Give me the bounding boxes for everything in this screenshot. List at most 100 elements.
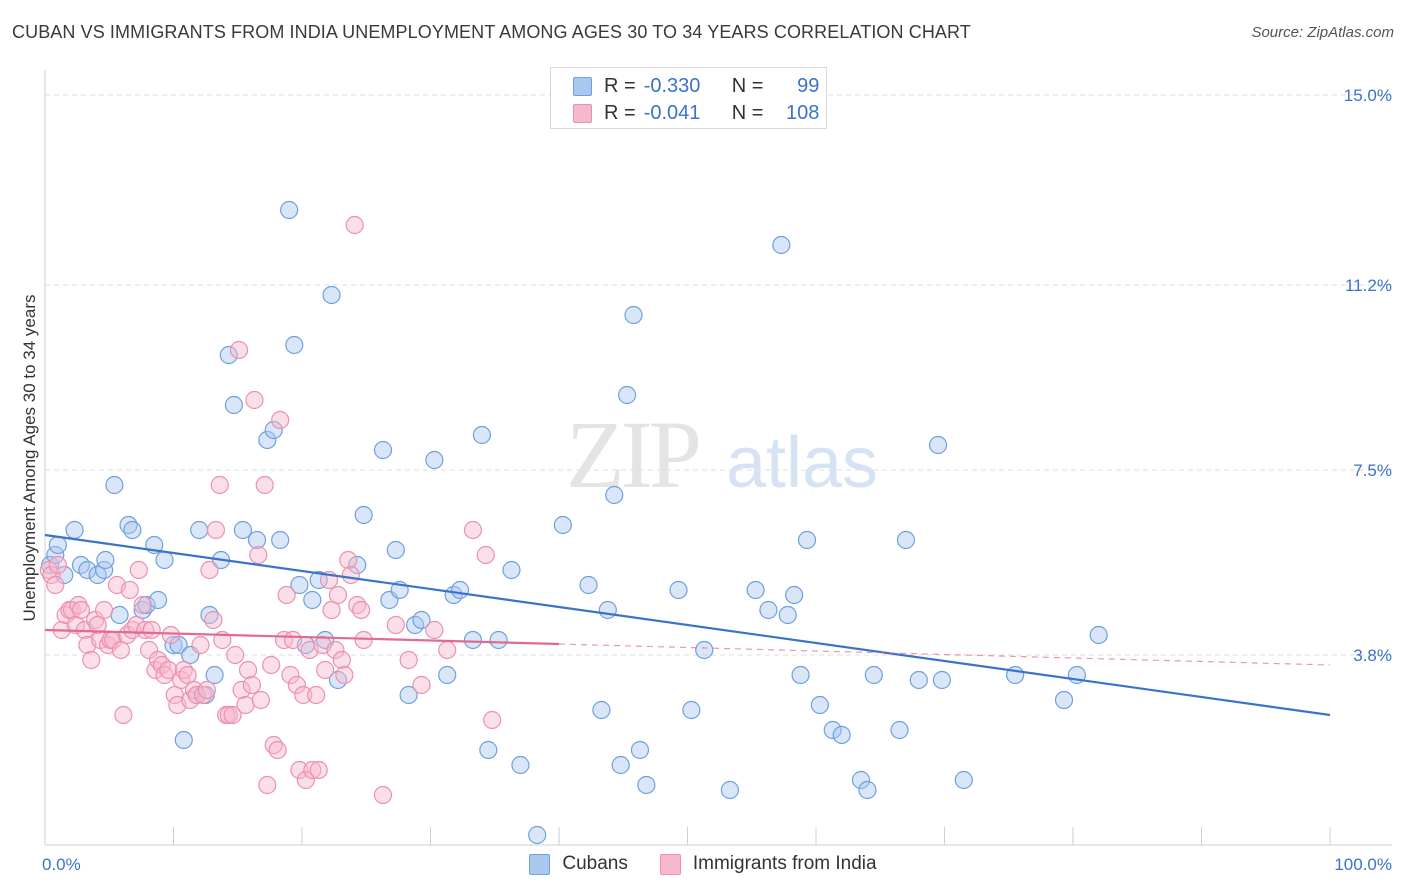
cuban-point (858, 780, 877, 800)
cuban-point (611, 755, 630, 775)
tick-labels: 3.8% 7.5% 11.2% 15.0% 0.0% 100.0% (42, 86, 1392, 874)
legend-item-india[interactable]: Immigrants from India (659, 853, 877, 875)
india-point (262, 655, 281, 675)
india-point (95, 600, 114, 620)
watermark-zip: ZIP (566, 401, 699, 508)
cuban-point (174, 730, 193, 750)
chart-source: Source: ZipAtlas.com (1251, 24, 1394, 41)
cuban-point (791, 665, 810, 685)
india-point (307, 685, 326, 705)
legend-n-label: N = (731, 101, 764, 124)
cuban-point (373, 440, 393, 460)
cuban-point (502, 560, 521, 580)
india-point (399, 650, 418, 670)
legend-n-label: N = (731, 74, 764, 97)
cuban-point (348, 555, 367, 575)
cuban-point (851, 770, 871, 790)
cuban-point (618, 385, 637, 405)
cuban-point (637, 775, 656, 795)
india-point (326, 640, 345, 660)
india-point (133, 595, 152, 615)
india-point (184, 680, 204, 700)
cuban-point (155, 550, 174, 570)
cuban-point (909, 670, 928, 690)
india-point (210, 475, 229, 495)
cuban-point (511, 755, 530, 775)
india-point (287, 675, 306, 695)
cuban-point (954, 770, 973, 790)
india-point (309, 760, 328, 780)
india-point (271, 410, 290, 430)
cuban-point (264, 420, 283, 440)
cuban-point (489, 630, 508, 650)
cuban-point (932, 670, 952, 690)
india-point (232, 680, 251, 700)
cuban-point (412, 610, 431, 630)
india-point (303, 760, 322, 780)
legend-r-label: R = (604, 74, 636, 97)
gridlines (45, 94, 1392, 656)
india-point (483, 710, 502, 730)
legend-r-value: -0.041 (643, 101, 701, 124)
india-point (290, 760, 309, 780)
cuban-point (605, 485, 624, 505)
india-point (341, 565, 360, 585)
legend-label-cubans: Cubans (562, 853, 628, 874)
cuban-point (832, 725, 851, 745)
india-point (339, 550, 358, 570)
watermark-atlas: atlas (726, 423, 878, 503)
cuban-point (280, 200, 299, 220)
trend-lines (44, 533, 1331, 717)
cuban-point (810, 695, 829, 715)
y-tick-label: 15.0% (1344, 86, 1392, 105)
cuban-point (890, 720, 909, 740)
india-point (219, 705, 238, 725)
legend-r-value: -0.330 (643, 74, 701, 97)
cuban-point (682, 700, 701, 720)
scatter-points (39, 200, 1108, 845)
india-point (197, 680, 217, 700)
series-legend: Cubans Immigrants from India (0, 850, 1406, 878)
india-point (136, 620, 155, 640)
india-point (251, 690, 270, 710)
india-point (82, 650, 101, 670)
india-point (142, 620, 161, 640)
india-point (255, 475, 274, 495)
india-point (86, 610, 105, 630)
india-point (114, 705, 133, 725)
cuban-point (579, 575, 598, 595)
india-point (238, 660, 258, 680)
cuban-point (630, 740, 650, 760)
cuban-point (399, 685, 418, 705)
legend-swatch-cubans (529, 853, 551, 875)
india-point (296, 770, 315, 790)
cuban-point (553, 515, 572, 535)
india-point (258, 775, 277, 795)
cuban-point (695, 640, 714, 660)
cuban-point (472, 425, 491, 445)
y-tick-label: 3.8% (1353, 646, 1392, 665)
india-point (277, 585, 296, 605)
cuban-point (450, 580, 470, 600)
legend-item-cubans[interactable]: Cubans (529, 853, 628, 875)
india-point (236, 695, 255, 715)
cuban-point (137, 595, 156, 615)
chart-title: CUBAN VS IMMIGRANTS FROM INDIA UNEMPLOYM… (12, 22, 971, 42)
legend-row-india: R = -0.041 N = 108 (573, 100, 819, 126)
cuban-point (624, 305, 643, 325)
cuban-point (258, 430, 277, 450)
cuban-point (105, 475, 124, 495)
india-point (245, 390, 264, 410)
cuban-point (205, 665, 224, 685)
cuban-point (190, 520, 209, 540)
india-point (161, 625, 181, 645)
india-trend-line-dashed (558, 643, 1331, 666)
india-point (139, 640, 159, 660)
cuban-point (110, 605, 129, 625)
cuban-point (438, 665, 457, 685)
india-point (111, 640, 130, 660)
cuban-point (823, 720, 842, 740)
legend-r-label: R = (604, 101, 636, 124)
cuban-point (759, 600, 778, 620)
axes (44, 70, 1392, 846)
